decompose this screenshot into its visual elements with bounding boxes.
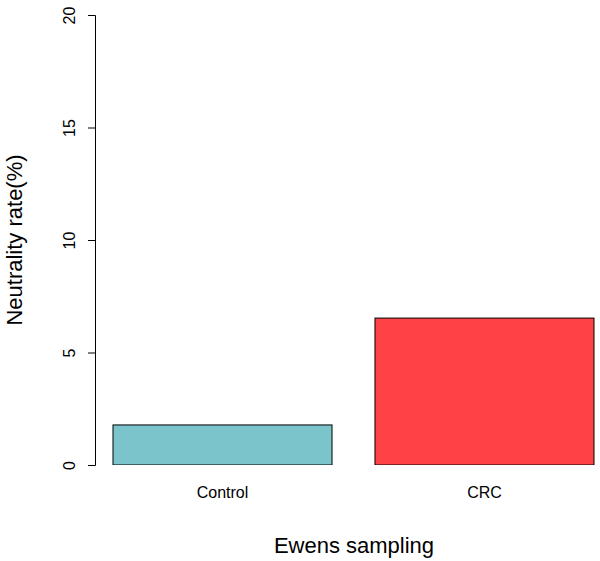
x-tick-label: CRC <box>467 484 502 501</box>
bar <box>375 318 594 465</box>
x-axis-line <box>114 465 595 466</box>
x-tick-label: Control <box>197 484 249 501</box>
x-tick: Control <box>197 465 249 501</box>
y-tick-label: 20 <box>61 7 78 25</box>
y-axis-line <box>88 16 96 466</box>
y-tick: 10 <box>61 232 95 250</box>
y-axis: 0 5 10 15 20 <box>61 7 96 470</box>
chart: 0 5 10 15 20 Control CRC Ewens sampling Neutrali… <box>0 0 600 561</box>
y-tick-label: 15 <box>61 119 78 137</box>
y-tick-mark <box>88 240 95 241</box>
y-tick-mark <box>88 353 95 354</box>
x-axis-title: Ewens sampling <box>274 533 434 558</box>
y-tick: 5 <box>61 348 95 357</box>
y-tick-label: 0 <box>61 461 78 470</box>
y-tick: 15 <box>61 119 95 137</box>
x-tick: CRC <box>467 465 502 501</box>
x-axis: Control CRC <box>114 465 595 501</box>
y-tick-label: 10 <box>61 232 78 250</box>
y-axis-title: Neutrality rate(%) <box>2 154 27 325</box>
y-tick-mark <box>88 128 95 129</box>
bar <box>113 425 332 465</box>
y-tick: 0 <box>61 461 95 470</box>
y-tick: 20 <box>61 7 95 25</box>
y-tick-label: 5 <box>61 348 78 357</box>
y-tick-mark <box>88 15 95 16</box>
bars <box>113 318 594 465</box>
y-tick-mark <box>88 465 95 466</box>
